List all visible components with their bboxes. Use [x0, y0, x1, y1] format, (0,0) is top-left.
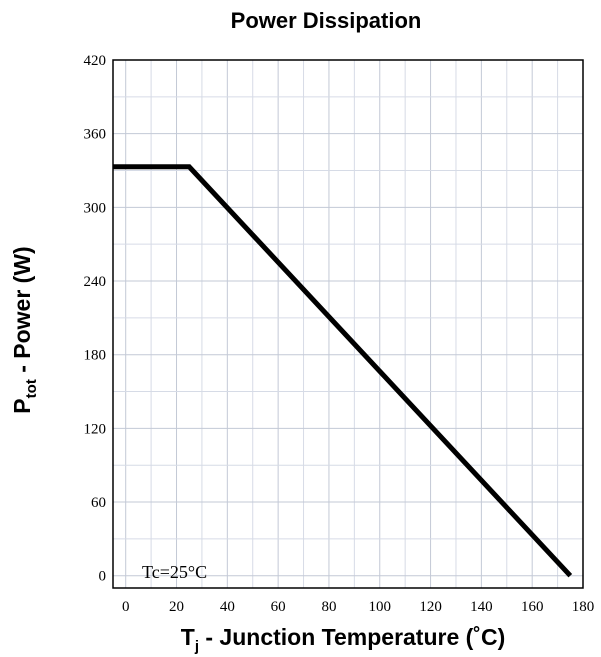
x-tick-label: 100 — [369, 599, 392, 615]
annotation-tc: Tc=25°C — [142, 562, 207, 582]
x-tick-label: 40 — [220, 599, 235, 615]
x-axis-label: Tj - Junction Temperature (˚C) — [181, 624, 506, 655]
y-tick-label: 120 — [84, 421, 107, 437]
y-tick-label: 240 — [84, 274, 107, 290]
x-tick-label: 80 — [321, 599, 336, 615]
series-layer — [113, 164, 573, 578]
x-tick-label: 60 — [271, 599, 286, 615]
chart-title: Power Dissipation — [231, 8, 422, 33]
y-axis-label: Ptot - Power (W) — [9, 246, 40, 413]
plot-frame — [112, 59, 584, 589]
y-tick-label: 300 — [84, 200, 107, 216]
y-tick-labels: 0 60 120 180 240 300 360 420 — [84, 53, 107, 585]
x-axis-label-sub: j — [194, 638, 199, 655]
x-tick-label: 20 — [169, 599, 184, 615]
y-tick-label: 0 — [99, 569, 107, 585]
y-axis-label-main: P — [9, 398, 35, 413]
y-tick-label: 180 — [84, 348, 107, 364]
x-tick-label: 120 — [419, 599, 442, 615]
x-tick-label: 140 — [470, 599, 493, 615]
x-tick-label: 160 — [521, 599, 544, 615]
x-tick-labels: 0 20 40 60 80 100 120 140 160 180 — [122, 599, 594, 615]
y-tick-label: 420 — [84, 53, 107, 69]
y-axis-label-rest: - Power (W) — [9, 246, 35, 379]
series-line — [113, 164, 573, 578]
y-tick-label: 360 — [84, 127, 107, 143]
x-axis-label-rest: - Junction Temperature (˚C) — [199, 624, 505, 650]
x-tick-label: 180 — [572, 599, 595, 615]
grid — [113, 59, 584, 588]
x-tick-label: 0 — [122, 599, 130, 615]
y-tick-label: 60 — [91, 495, 106, 511]
y-axis-label-sub: tot — [23, 379, 40, 398]
x-axis-label-main: T — [181, 624, 195, 650]
